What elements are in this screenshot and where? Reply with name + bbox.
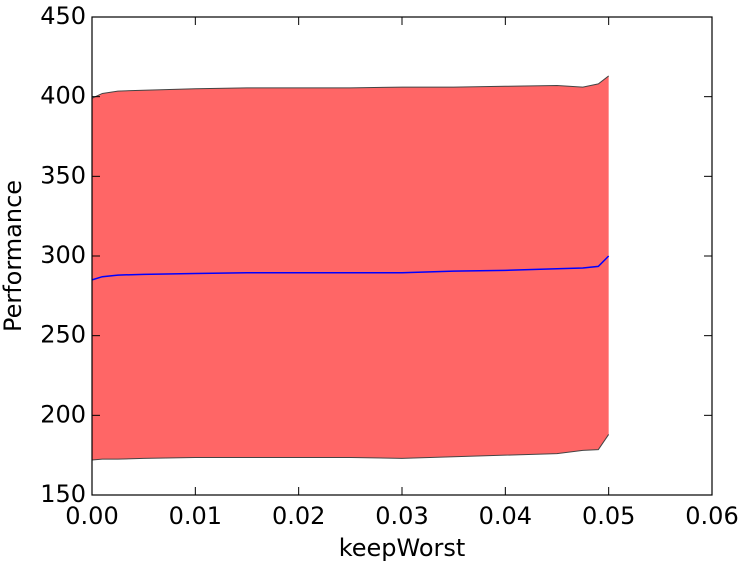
x-tick-label: 0.01 xyxy=(169,502,222,530)
band-edge xyxy=(91,75,609,99)
x-tick-label: 0.04 xyxy=(479,502,532,530)
line xyxy=(91,255,610,281)
x-tick-label: 0.02 xyxy=(272,502,325,530)
y-tick-label: 250 xyxy=(40,321,86,349)
y-tick-label: 400 xyxy=(40,82,86,110)
y-tick-label: 350 xyxy=(40,161,86,189)
y-tick-label: 450 xyxy=(40,2,86,30)
y-axis-label: Performance xyxy=(0,180,27,332)
y-tick-label: 200 xyxy=(40,400,86,428)
band-fill xyxy=(92,75,609,460)
band-edge xyxy=(91,434,610,461)
y-tick-label: 150 xyxy=(40,480,86,508)
x-tick-label: 0.03 xyxy=(375,502,428,530)
x-tick-label: 0.05 xyxy=(582,502,635,530)
x-tick-label: 0.00 xyxy=(65,502,118,530)
x-tick-label: 0.06 xyxy=(685,502,738,530)
y-tick-label: 300 xyxy=(40,241,86,269)
x-axis-label: keepWorst xyxy=(339,534,466,562)
